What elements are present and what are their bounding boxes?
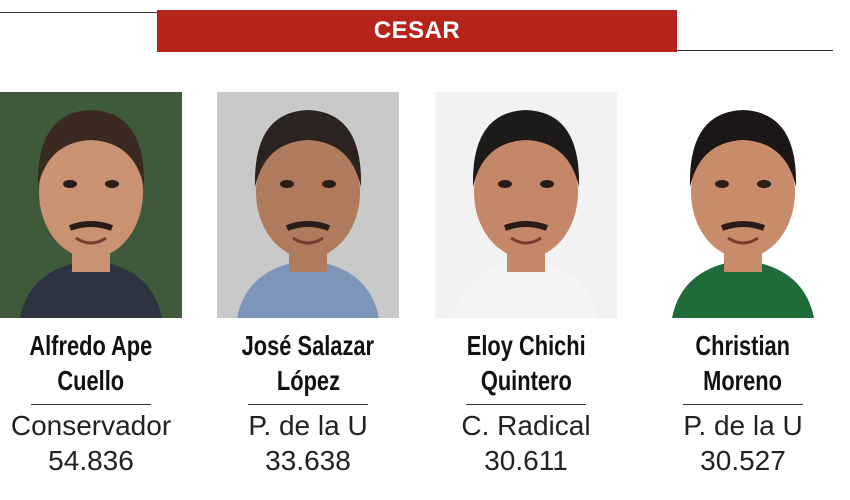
candidate-card: Christian Moreno P. de la U 30.527 (652, 92, 834, 492)
name-line: José Salazar (241, 330, 375, 361)
separator (683, 404, 803, 405)
candidate-photo (217, 92, 399, 318)
candidate-name: Alfredo Ape Cuello (0, 328, 182, 398)
candidate-card: José Salazar López P. de la U 33.638 (217, 92, 399, 492)
name-line: Eloy Chichi (466, 330, 586, 361)
separator (248, 404, 368, 405)
header-title: CESAR (157, 10, 677, 52)
candidate-photo (435, 92, 617, 318)
candidate-card: Alfredo Ape Cuello Conservador 54.836 (0, 92, 182, 492)
name-line: Christian (695, 330, 791, 361)
party: P. de la U (683, 410, 803, 441)
candidate-name: José Salazar López (217, 328, 399, 398)
candidate-photo (0, 92, 182, 318)
votes: 33.638 (265, 445, 351, 476)
candidate-photo (652, 92, 834, 318)
separator (466, 404, 586, 405)
votes: 30.611 (484, 445, 568, 476)
party: P. de la U (248, 410, 368, 441)
party: Conservador (10, 410, 172, 441)
votes: 30.527 (700, 445, 786, 476)
candidate-name: Christian Moreno (652, 328, 834, 398)
party: C. Radical (461, 410, 591, 441)
rule (677, 50, 833, 51)
candidate-name: Eloy Chichi Quintero (435, 328, 617, 398)
name-line: Moreno (703, 365, 783, 396)
separator (31, 404, 151, 405)
votes: 54.836 (48, 445, 134, 476)
name-line: López (276, 365, 340, 396)
name-line: Alfredo Ape (29, 330, 153, 361)
name-line: Cuello (57, 365, 125, 396)
candidate-card: Eloy Chichi Quintero C. Radical 30.611 (435, 92, 617, 492)
name-line: Quintero (480, 365, 572, 396)
rule (0, 12, 157, 13)
